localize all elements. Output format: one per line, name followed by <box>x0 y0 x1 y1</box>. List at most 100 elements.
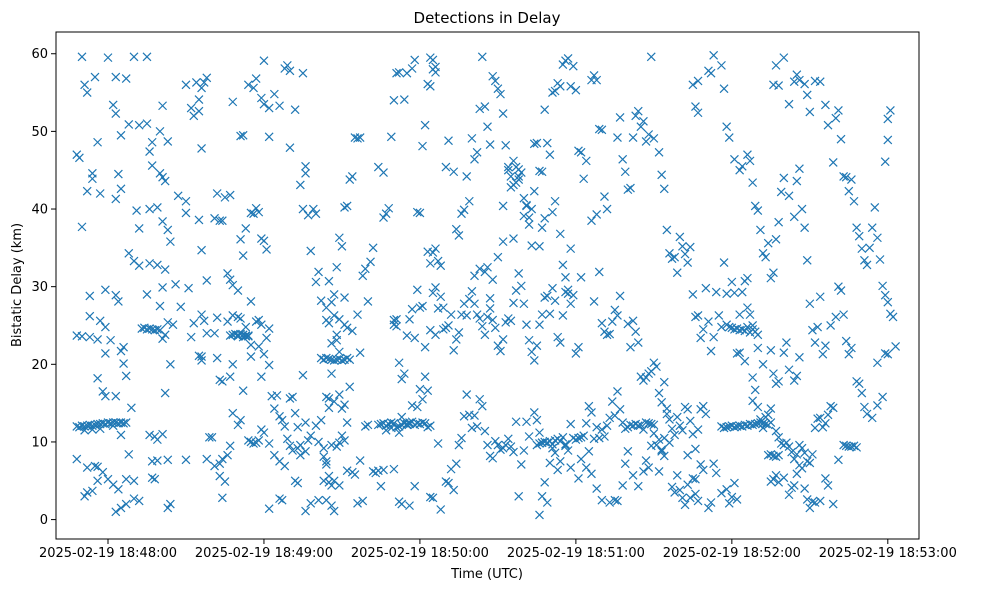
data-point <box>199 78 209 87</box>
data-point <box>667 424 677 434</box>
data-point <box>696 333 706 343</box>
data-point <box>272 390 282 400</box>
data-point <box>524 220 534 229</box>
data-point <box>165 237 175 247</box>
data-point <box>444 478 453 488</box>
data-point <box>100 349 110 358</box>
data-point <box>688 80 698 90</box>
data-point <box>548 88 557 97</box>
data-point <box>451 459 461 469</box>
data-point <box>106 335 116 345</box>
data-point <box>498 201 508 211</box>
data-point <box>657 170 667 180</box>
data-point <box>758 248 768 258</box>
data-point <box>522 320 531 330</box>
data-point <box>459 205 469 215</box>
data-point <box>475 264 485 274</box>
data-point <box>620 424 630 434</box>
data-point <box>628 316 638 326</box>
data-point <box>345 382 355 392</box>
data-point <box>420 342 430 352</box>
data-point <box>509 298 518 308</box>
data-point <box>111 109 121 118</box>
data-point <box>87 174 97 184</box>
data-point <box>808 497 817 507</box>
data-point <box>789 212 799 222</box>
data-point <box>158 334 167 344</box>
data-point <box>93 476 103 486</box>
data-point <box>199 316 209 326</box>
data-point <box>667 482 677 492</box>
data-point <box>238 330 248 340</box>
data-point <box>849 441 859 451</box>
data-point <box>633 338 643 347</box>
y-tick-label: 10 <box>31 435 48 450</box>
data-point <box>548 283 557 293</box>
data-point <box>327 297 336 307</box>
data-point <box>485 303 495 313</box>
data-point <box>462 390 472 400</box>
data-point <box>306 431 316 441</box>
data-point <box>394 421 404 431</box>
data-point <box>243 435 253 445</box>
data-point <box>72 454 82 464</box>
data-point <box>194 351 204 361</box>
data-point <box>472 310 482 320</box>
data-point <box>355 348 365 358</box>
data-point <box>563 446 573 455</box>
data-point <box>194 215 204 225</box>
data-point <box>423 386 433 396</box>
data-point <box>163 317 173 327</box>
x-tick-label: 2025-02-19 18:53:00 <box>819 546 957 561</box>
data-point <box>558 260 568 270</box>
data-point <box>607 397 617 406</box>
data-point <box>262 333 271 343</box>
data-point <box>662 225 672 235</box>
data-point <box>342 418 352 427</box>
data-point <box>618 481 628 490</box>
data-point <box>285 394 295 403</box>
data-point <box>693 310 703 320</box>
data-point <box>415 208 425 218</box>
data-point <box>623 446 633 456</box>
data-point <box>246 340 256 350</box>
data-point <box>181 196 191 206</box>
data-point <box>802 494 812 504</box>
data-point <box>269 404 279 413</box>
data-point <box>537 310 547 320</box>
data-point <box>592 422 602 432</box>
data-point <box>748 178 758 188</box>
data-point <box>316 296 326 306</box>
data-point <box>620 459 630 469</box>
data-point <box>246 296 256 306</box>
data-point <box>675 232 685 242</box>
data-point <box>402 331 412 341</box>
data-point <box>657 445 667 455</box>
data-point <box>795 164 804 174</box>
data-point <box>134 120 144 130</box>
data-point <box>683 258 693 268</box>
data-point <box>428 493 438 503</box>
data-point <box>566 419 576 429</box>
data-point <box>566 244 576 254</box>
data-point <box>389 95 399 105</box>
data-point <box>197 310 206 320</box>
data-point <box>204 432 214 442</box>
data-point <box>249 439 258 448</box>
data-point <box>524 335 534 345</box>
plot-area <box>55 31 920 540</box>
data-point <box>548 443 557 453</box>
data-point <box>597 495 607 505</box>
data-point <box>691 474 700 484</box>
data-point <box>457 209 466 219</box>
data-point <box>147 161 157 170</box>
data-point <box>355 456 365 466</box>
data-point <box>319 476 329 486</box>
data-point <box>589 296 599 306</box>
data-point <box>98 467 108 477</box>
data-point <box>685 242 695 252</box>
data-point <box>529 355 539 365</box>
data-point <box>381 425 391 435</box>
data-point <box>288 392 297 402</box>
data-point <box>594 267 604 277</box>
